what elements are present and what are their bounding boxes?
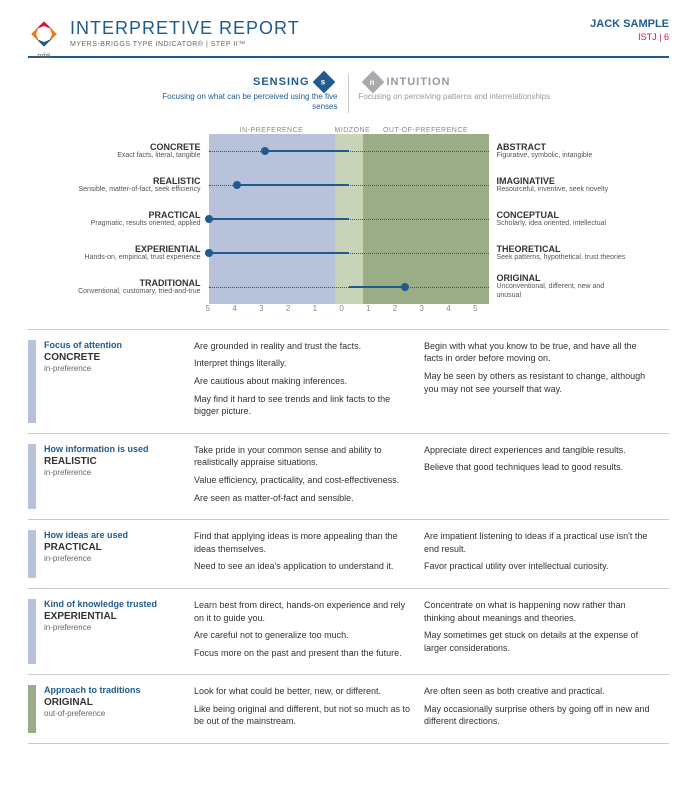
- facet-scale: [209, 202, 489, 236]
- description-row: Focus of attentionCONCRETEin-preferenceA…: [28, 330, 669, 434]
- sensing-label: SENSING: [253, 76, 310, 88]
- title-block: INTERPRETIVE REPORT MYERS-BRIGGS TYPE IN…: [70, 18, 590, 48]
- chart-axis: 54321012345: [209, 304, 489, 313]
- facet-left-label: REALISTICSensible, matter-of-fact, seek …: [69, 176, 209, 194]
- facet-scale: [209, 236, 489, 270]
- facet-scale: [209, 270, 489, 304]
- facet-right-label: ORIGINALUnconventional, different, new a…: [489, 273, 629, 300]
- pref-color-bar: [28, 685, 36, 733]
- facet-left-label: CONCRETEExact facts, literal, tangible: [69, 142, 209, 160]
- desc-heading: Focus of attentionCONCRETEin-preference: [44, 340, 194, 423]
- facet-right-label: CONCEPTUALScholarly, idea oriented, inte…: [489, 210, 629, 228]
- desc-col1: Are grounded in reality and trust the fa…: [194, 340, 424, 423]
- description-row: Approach to traditionsORIGINALout-of-pre…: [28, 675, 669, 744]
- dichotomy-right: n INTUITION Focusing on perceiving patte…: [349, 74, 569, 113]
- intuition-label: INTUITION: [387, 76, 451, 88]
- pref-color-bar: [28, 340, 36, 423]
- description-table: Focus of attentionCONCRETEin-preferenceA…: [28, 329, 669, 744]
- desc-col2: Concentrate on what is happening now rat…: [424, 599, 654, 664]
- desc-col1: Look for what could be better, new, or d…: [194, 685, 424, 733]
- facet-left-label: TRADITIONALConventional, customary, trie…: [69, 278, 209, 296]
- zone-in-label: IN-PREFERENCE: [209, 127, 335, 134]
- desc-col2: Begin with what you know to be true, and…: [424, 340, 654, 423]
- facet-right-label: THEORETICALSeek patterns, hypothetical, …: [489, 244, 629, 262]
- pref-color-bar: [28, 444, 36, 509]
- facet-left-label: PRACTICALPragmatic, results oriented, ap…: [69, 210, 209, 228]
- desc-heading: Kind of knowledge trustedEXPERIENTIALin-…: [44, 599, 194, 664]
- facet-scale: [209, 168, 489, 202]
- pref-color-bar: [28, 530, 36, 578]
- desc-heading: How information is usedREALISTICin-prefe…: [44, 444, 194, 509]
- facet-row: PRACTICALPragmatic, results oriented, ap…: [69, 202, 629, 236]
- desc-col2: Appreciate direct experiences and tangib…: [424, 444, 654, 509]
- desc-col1: Learn best from direct, hands-on experie…: [194, 599, 424, 664]
- desc-heading: Approach to traditionsORIGINALout-of-pre…: [44, 685, 194, 733]
- facet-right-label: IMAGINATIVEResourceful, inventive, seek …: [489, 176, 629, 194]
- facet-right-label: ABSTRACTFigurative, symbolic, intangible: [489, 142, 629, 160]
- facet-left-label: EXPERIENTIALHands-on, empirical, trust e…: [69, 244, 209, 262]
- dichotomy-header: SENSING s Focusing on what can be percei…: [28, 74, 669, 113]
- desc-col2: Are often seen as both creative and prac…: [424, 685, 654, 733]
- mbti-logo: mbti: [28, 18, 60, 50]
- page: mbti INTERPRETIVE REPORT MYERS-BRIGGS TY…: [0, 0, 697, 762]
- dichotomy-left: SENSING s Focusing on what can be percei…: [129, 74, 349, 113]
- facet-row: TRADITIONALConventional, customary, trie…: [69, 270, 629, 304]
- logo-text: mbti: [28, 53, 60, 60]
- zone-labels: IN-PREFERENCE MIDZONE OUT-OF-PREFERENCE: [209, 127, 489, 134]
- facet-row: EXPERIENTIALHands-on, empirical, trust e…: [69, 236, 629, 270]
- description-row: Kind of knowledge trustedEXPERIENTIALin-…: [28, 589, 669, 675]
- report-subtitle: MYERS-BRIGGS TYPE INDICATOR® | STEP II™: [70, 41, 590, 48]
- description-row: How information is usedREALISTICin-prefe…: [28, 434, 669, 520]
- description-row: How ideas are usedPRACTICALin-preference…: [28, 520, 669, 589]
- person-type: ISTJ | 6: [590, 32, 669, 42]
- intuition-desc: Focusing on perceiving patterns and inte…: [359, 92, 559, 102]
- zone-out-label: OUT-OF-PREFERENCE: [363, 127, 489, 134]
- pref-color-bar: [28, 599, 36, 664]
- sensing-desc: Focusing on what can be perceived using …: [139, 92, 338, 113]
- desc-col1: Take pride in your common sense and abil…: [194, 444, 424, 509]
- desc-heading: How ideas are usedPRACTICALin-preference: [44, 530, 194, 578]
- desc-col1: Find that applying ideas is more appeali…: [194, 530, 424, 578]
- facet-row: REALISTICSensible, matter-of-fact, seek …: [69, 168, 629, 202]
- person-name: JACK SAMPLE: [590, 18, 669, 30]
- intuition-badge: n: [361, 71, 384, 94]
- sensing-badge: s: [312, 71, 335, 94]
- facet-row: CONCRETEExact facts, literal, tangible AB…: [69, 134, 629, 168]
- zone-mid-label: MIDZONE: [335, 127, 363, 134]
- facet-scale: [209, 134, 489, 168]
- report-header: mbti INTERPRETIVE REPORT MYERS-BRIGGS TY…: [28, 18, 669, 58]
- facet-chart: IN-PREFERENCE MIDZONE OUT-OF-PREFERENCE …: [69, 127, 629, 313]
- report-title: INTERPRETIVE REPORT: [70, 18, 590, 39]
- person-block: JACK SAMPLE ISTJ | 6: [590, 18, 669, 42]
- desc-col2: Are impatient listening to ideas if a pr…: [424, 530, 654, 578]
- facet-rows: CONCRETEExact facts, literal, tangible AB…: [69, 134, 629, 304]
